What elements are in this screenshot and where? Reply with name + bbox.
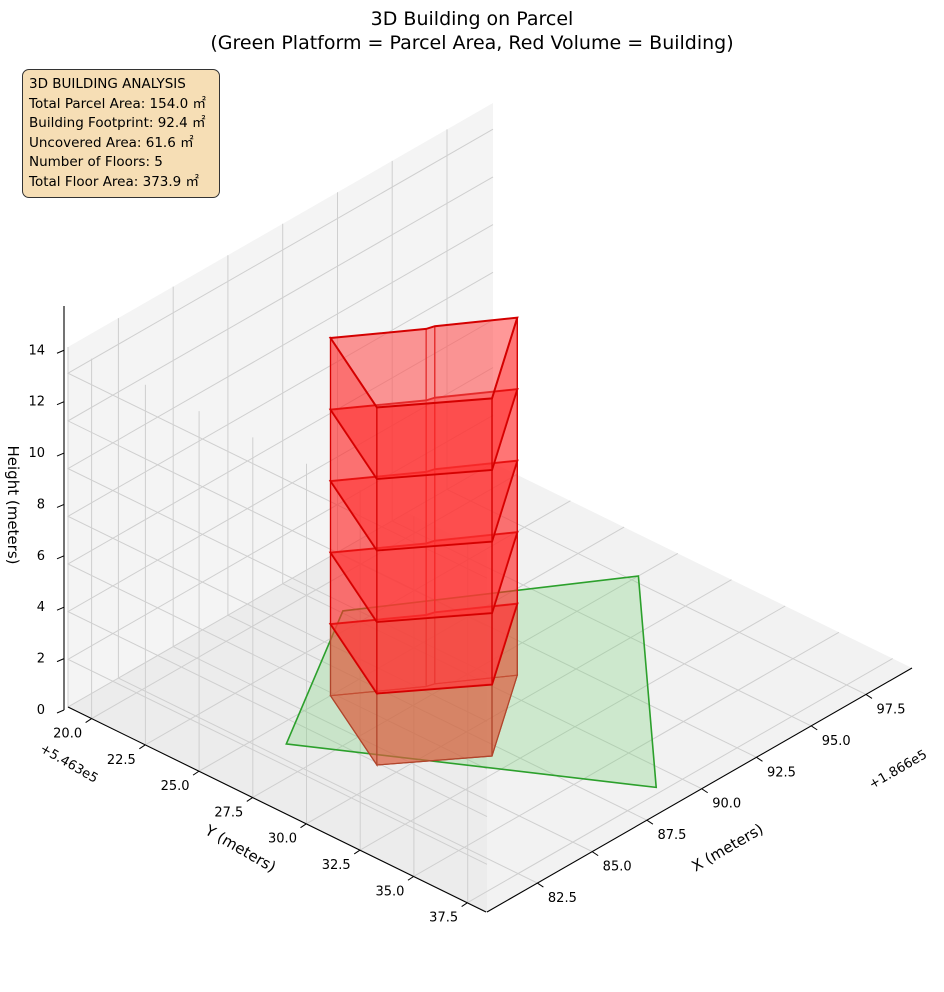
x-tick-mark <box>646 819 654 825</box>
floor-wall-face <box>376 397 493 480</box>
z-tick-label: 12 <box>28 395 45 410</box>
z-tick-mark <box>56 658 65 663</box>
z-tick-label: 6 <box>37 549 45 564</box>
x-axis-line <box>486 667 913 913</box>
y-axis-label: Y (meters) <box>201 821 279 876</box>
x-tick-label: 92.5 <box>767 765 796 780</box>
y-tick-label: 30.0 <box>268 832 297 847</box>
y-tick-mark <box>246 796 254 802</box>
building-floor <box>328 316 519 481</box>
z-tick-mark <box>56 555 65 560</box>
x-axis-label: X (meters) <box>688 820 766 875</box>
chart-title-line-1: 3D Building on Parcel <box>371 8 574 30</box>
axis-lines <box>56 306 913 913</box>
annotation-header: 3D BUILDING ANALYSIS <box>29 76 186 92</box>
x-tick-label: 87.5 <box>657 828 686 843</box>
floor-top-face <box>328 316 519 409</box>
z-tick-mark <box>56 503 65 508</box>
x-tick-mark <box>537 882 544 888</box>
building-floor <box>328 602 519 767</box>
y-tick-mark <box>85 718 92 723</box>
y-tick-label: 22.5 <box>107 753 136 768</box>
y-tick-label: 20.0 <box>53 727 82 742</box>
x-tick-label: 85.0 <box>603 860 632 875</box>
y-tick-mark <box>139 744 146 750</box>
z-tick-mark <box>56 709 65 714</box>
right-wall-pane <box>68 103 493 707</box>
y-axis-line <box>67 706 487 913</box>
x-tick-mark <box>865 693 873 699</box>
floor-wall-face <box>376 683 493 766</box>
y-tick-mark <box>461 902 468 907</box>
y-offset-label: +5.463e5 <box>37 741 100 786</box>
floor-wall-face <box>376 612 493 695</box>
x-tick-label: 90.0 <box>712 797 741 812</box>
x-tick-mark <box>591 851 599 857</box>
y-tick-mark <box>407 875 415 881</box>
y-tick-label: 35.0 <box>375 884 404 899</box>
y-tick-mark <box>300 823 307 829</box>
building-layer <box>328 316 519 767</box>
z-tick-label: 8 <box>37 497 45 512</box>
parcel-polygon <box>285 575 658 789</box>
chart-title-line-2: (Green Platform = Parcel Area, Red Volum… <box>210 32 733 54</box>
y-tick-label: 37.5 <box>429 911 458 926</box>
y-tick-mark <box>192 770 200 776</box>
z-tick-mark <box>56 401 65 406</box>
z-axis-label: Height (meters) <box>4 446 22 565</box>
x-tick-label: 82.5 <box>548 891 577 906</box>
analysis-annotation-box: 3D BUILDING ANALYSIS Total Parcel Area: … <box>22 69 220 198</box>
annotation-line-parcel-area: Total Parcel Area: 154.0 ㎡ <box>29 95 206 112</box>
x-offset-label: +1.866e5 <box>867 747 930 792</box>
x-tick-label: 95.0 <box>822 734 851 749</box>
x-tick-mark <box>810 725 818 731</box>
z-tick-label: 2 <box>37 652 45 667</box>
z-tick-mark <box>56 349 65 354</box>
y-tick-label: 32.5 <box>322 858 351 873</box>
z-tick-mark <box>56 452 65 457</box>
z-tick-mark <box>56 606 65 611</box>
floor-wall-face <box>376 469 493 552</box>
x-tick-mark <box>701 788 708 794</box>
annotation-line-floors: Number of Floors: 5 <box>29 154 163 170</box>
z-tick-label: 0 <box>37 703 45 718</box>
floor-wall-face <box>376 540 493 623</box>
y-tick-mark <box>353 849 361 855</box>
z-tick-label: 4 <box>37 600 45 615</box>
z-tick-label: 14 <box>28 343 45 358</box>
annotation-line-floor-area: Total Floor Area: 373.9 ㎡ <box>29 173 200 190</box>
z-tick-label: 10 <box>28 446 45 461</box>
annotation-line-uncovered: Uncovered Area: 61.6 ㎡ <box>29 134 194 151</box>
x-tick-mark <box>756 756 763 762</box>
y-tick-label: 27.5 <box>214 805 243 820</box>
tick-labels: 82.5 85.0 87.5 90.0 92.5 95.0 97.5 20.0 22.5 25.0… <box>28 343 905 925</box>
parcel-layer <box>285 575 658 789</box>
y-tick-label: 25.0 <box>161 779 190 794</box>
annotation-line-footprint: Building Footprint: 92.4 ㎡ <box>29 115 206 131</box>
x-tick-label: 97.5 <box>877 702 906 717</box>
